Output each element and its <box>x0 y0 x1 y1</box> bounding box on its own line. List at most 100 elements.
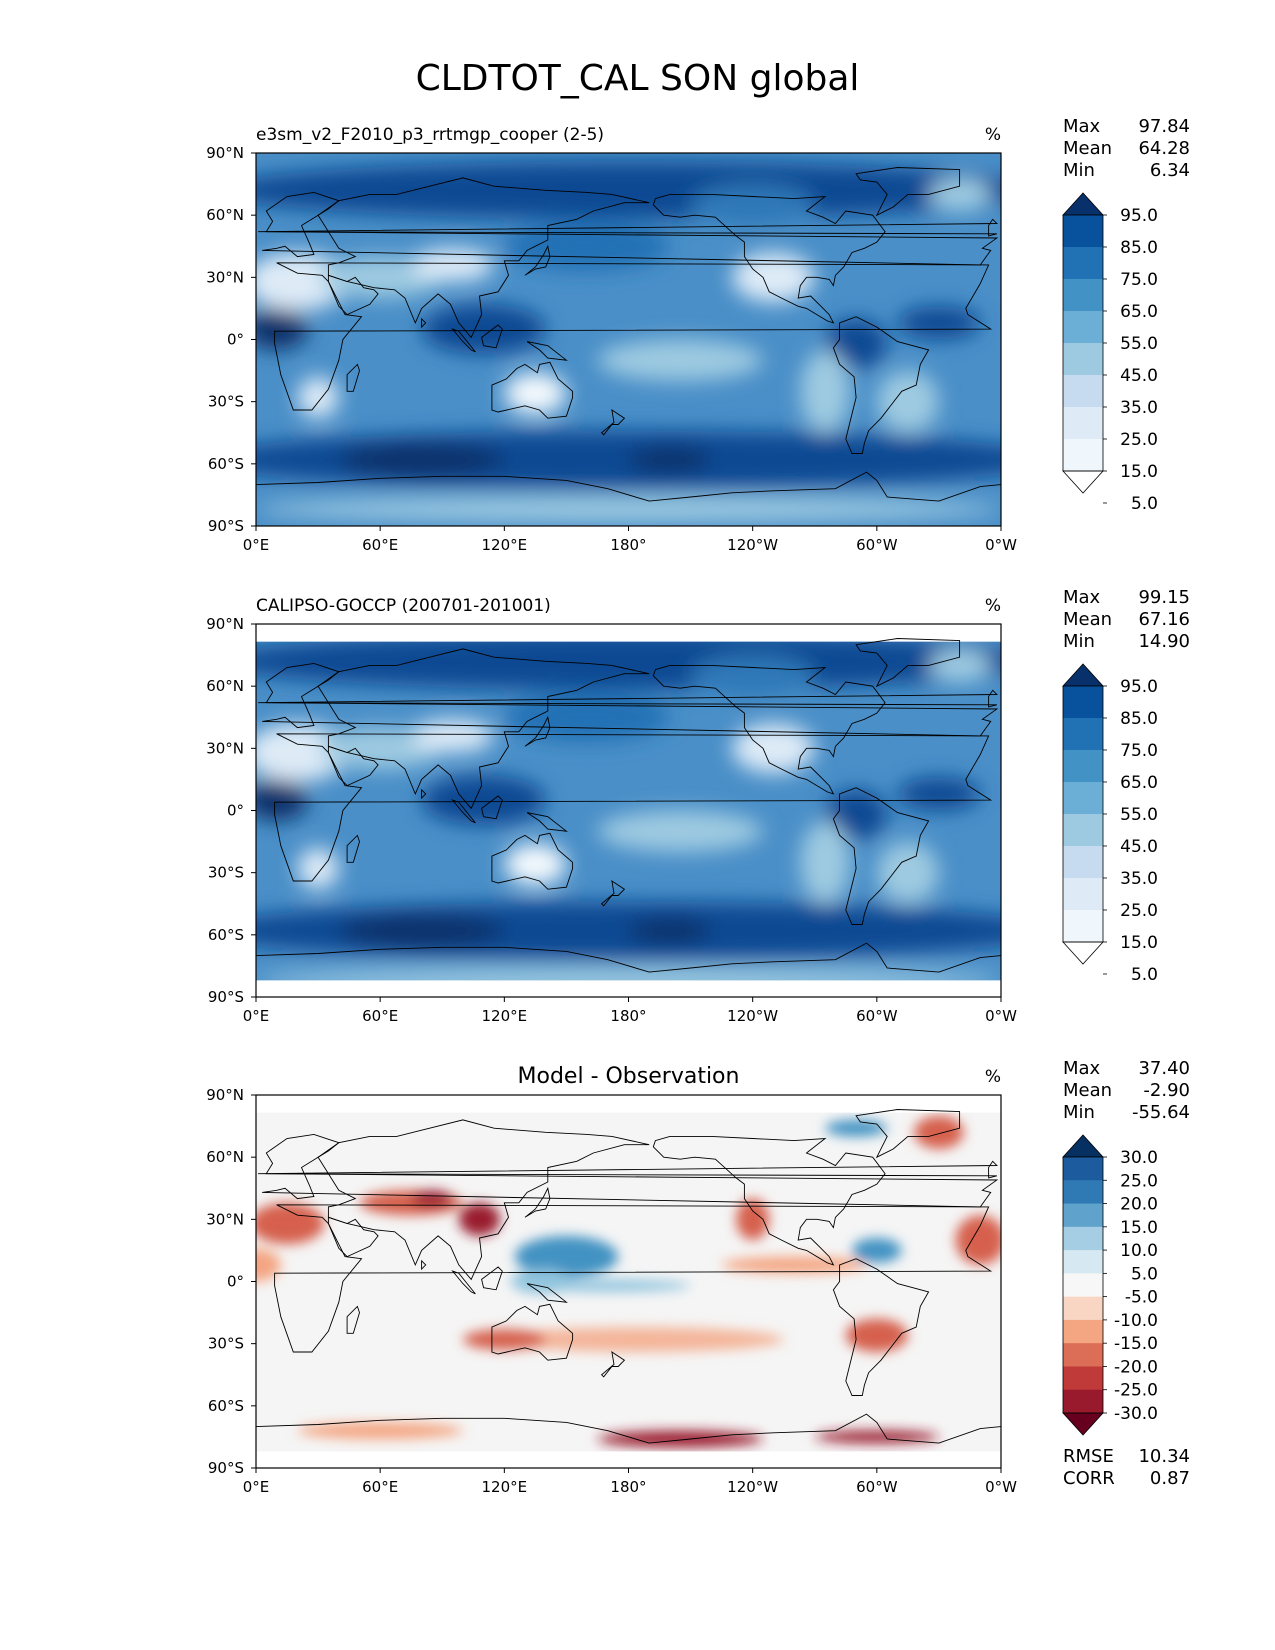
colorbar-tick-label: 75.0 <box>1120 270 1158 290</box>
coastline-borneo <box>481 795 503 820</box>
coastline-africa <box>274 1204 993 1353</box>
coastline-antarctica <box>256 471 1001 526</box>
lat-tick-label: 90°S <box>208 988 244 1006</box>
coastline-namerica <box>652 193 886 324</box>
colorbar-tick-label: 55.0 <box>1120 805 1158 825</box>
field-blob <box>504 843 567 886</box>
colorbar-segment <box>1063 782 1103 815</box>
coastline-japan <box>524 1186 551 1218</box>
lon-tick-label: 0°E <box>243 1478 270 1496</box>
colorbar-tick-label: -5.0 <box>1125 1288 1158 1308</box>
coastline-madagascar <box>346 1305 360 1334</box>
extra-stat-value: 0.87 <box>1150 1468 1190 1489</box>
coastline-uk <box>258 1160 998 1179</box>
field-blob <box>256 430 1001 489</box>
lon-tick-label: 0°E <box>243 536 270 554</box>
coastline-asia <box>317 648 650 810</box>
colorbar-segment <box>1063 439 1103 472</box>
field-blob <box>462 1329 546 1350</box>
lon-tick-label: 120°W <box>727 536 778 554</box>
field-blob <box>525 1279 691 1292</box>
field-blob <box>825 318 888 369</box>
field-blob <box>297 376 339 419</box>
field-blob <box>297 847 339 890</box>
colorbar-segment <box>1063 1273 1103 1298</box>
field-blob <box>256 779 308 821</box>
coastline-australia <box>491 361 574 419</box>
field-blob <box>514 1235 619 1278</box>
coastline-india_sl <box>421 317 427 329</box>
lat-tick-label: 90°S <box>208 517 244 535</box>
colorbar-tick-label: -10.0 <box>1114 1311 1158 1331</box>
lat-tick-label: 0° <box>227 1273 244 1291</box>
colorbar-segment <box>1063 1203 1103 1228</box>
lon-tick-label: 0°W <box>985 536 1017 554</box>
field-blob <box>852 1237 902 1263</box>
field-blob <box>297 1422 463 1439</box>
coastline-japan <box>524 244 551 276</box>
panel-diff: 90°N 60°N 30°N 0° 30°S 60°S 90°S0°E 60°E 120°E 18… <box>206 1058 1190 1496</box>
stat-label: Max <box>1063 116 1101 137</box>
lon-tick-label: 120°E <box>482 536 528 554</box>
stat-value: 6.34 <box>1150 160 1190 181</box>
field-blob <box>928 177 991 212</box>
coastline-india_sl <box>421 788 427 800</box>
lon-tick-label: 60°E <box>362 536 398 554</box>
map-area <box>256 624 1001 997</box>
colorbar-segment <box>1063 1226 1103 1251</box>
field-shading <box>256 161 1001 522</box>
coastline-arabia <box>327 1216 379 1258</box>
field-blob <box>628 447 712 473</box>
coastline-australia <box>491 1303 574 1361</box>
panel-center-title: Model - Observation <box>518 1064 740 1089</box>
stat-value: 99.15 <box>1138 587 1190 608</box>
coastline-nz <box>600 409 626 436</box>
colorbar-tick-label: 95.0 <box>1120 206 1158 226</box>
colorbar-tick-label: 35.0 <box>1120 869 1158 889</box>
lon-tick-label: 0°W <box>985 1478 1017 1496</box>
field-blob <box>955 1215 1001 1265</box>
coastlines <box>256 167 1001 526</box>
colorbar-segment <box>1063 846 1103 879</box>
coastline-arabia <box>327 274 379 316</box>
field-blob <box>411 248 494 282</box>
colorbar-extend-min <box>1062 941 1104 965</box>
colorbar-tick-label: 5.0 <box>1131 494 1158 514</box>
lon-tick-label: 120°W <box>727 1007 778 1025</box>
lat-tick-label: 30°S <box>208 393 244 411</box>
stat-label: Mean <box>1063 1080 1112 1101</box>
field-blob <box>825 1119 888 1137</box>
lon-tick-label: 120°E <box>482 1478 528 1496</box>
lat-tick-label: 30°N <box>206 739 244 757</box>
colorbar-tick-label: 85.0 <box>1120 709 1158 729</box>
field-blob <box>597 810 764 852</box>
extra-stat-value: 10.34 <box>1138 1446 1190 1467</box>
field-blob <box>814 1430 939 1444</box>
figure-title: CLDTOT_CAL SON global <box>415 58 860 99</box>
coastline-newguinea <box>526 1283 568 1303</box>
coastline-asia <box>317 177 650 339</box>
colorbar-segment <box>1063 343 1103 376</box>
field-blob <box>256 901 1001 960</box>
panel-model: 90°N 60°N 30°N 0° 30°S 60°S 90°S0°E 60°E 120°E 18… <box>206 116 1190 554</box>
field-blob <box>256 496 1001 522</box>
colorbar: 95.0 85.0 75.0 65.0 55.0 45.0 35.0 25.0 15.0 5.0 <box>1062 192 1158 514</box>
lat-tick-label: 30°S <box>208 864 244 882</box>
colorbar-segment <box>1063 1296 1103 1321</box>
lon-tick-label: 180° <box>610 1478 646 1496</box>
field-blob <box>318 727 443 770</box>
field-shading <box>256 1115 1001 1448</box>
lon-tick-label: 60°W <box>856 1478 898 1496</box>
no-data-north-mask <box>256 624 1001 642</box>
colorbar-tick-label: 5.0 <box>1131 1264 1158 1284</box>
coastline-madagascar <box>346 834 360 863</box>
field-blob <box>731 723 815 774</box>
stat-label: Mean <box>1063 609 1112 630</box>
lat-tick-label: 30°N <box>206 268 244 286</box>
coastline-sumatra <box>451 799 476 824</box>
coastline-newguinea <box>526 812 568 832</box>
field-blob <box>597 339 764 381</box>
colorbar-tick-label: -20.0 <box>1114 1357 1158 1377</box>
coastline-india_sl <box>421 1259 427 1271</box>
